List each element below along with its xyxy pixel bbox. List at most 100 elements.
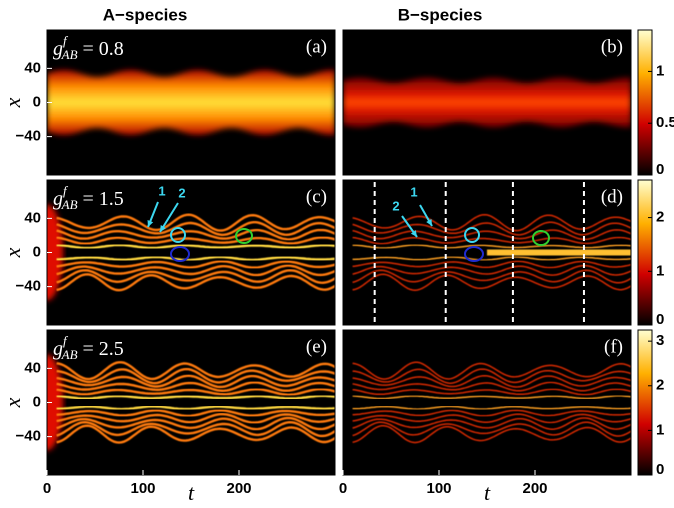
density-stripe: [352, 395, 631, 400]
annotation-sub: AB: [61, 47, 78, 62]
annotation-sub: AB: [61, 347, 78, 362]
annotation: gf AB = 2.5: [53, 333, 124, 362]
arrow-label: 2: [178, 185, 185, 200]
density-stripe: [352, 374, 631, 388]
y-tick-label: 0: [33, 243, 41, 260]
colorbar-tick-label: 2: [656, 209, 664, 226]
density-stripe: [56, 412, 335, 424]
colorbar-tick-label: 0: [656, 161, 664, 178]
colorbar-tick-label: 1: [656, 62, 664, 79]
x-tick-label: 0: [43, 480, 51, 497]
y-tick-label: −40: [16, 128, 41, 145]
density-stripe: [352, 264, 631, 276]
panel-label: (c): [306, 186, 327, 207]
arrow-head: [410, 230, 417, 237]
y-tick-label: 40: [24, 359, 41, 376]
x-axis-label: t: [188, 480, 195, 505]
density-stripe: [56, 367, 335, 385]
density-band: [343, 77, 631, 128]
density-stripe: [352, 244, 631, 249]
density-stripe: [56, 409, 335, 418]
density-stripe: [352, 421, 631, 437]
colorbar: [637, 29, 653, 176]
y-tick-label: 40: [24, 59, 41, 76]
heatmap: [47, 180, 335, 325]
density-stripe: [56, 374, 335, 389]
panel-label: (e): [306, 336, 327, 357]
density-stripe: [56, 381, 335, 393]
y-tick-label: 0: [33, 93, 41, 110]
density-stripe: [352, 260, 631, 269]
annotation-symbol: g: [53, 38, 63, 60]
density-stripe: [56, 255, 335, 262]
annotation: gf AB = 0.8: [53, 33, 124, 62]
heatmap: [47, 30, 335, 175]
colorbar: [637, 179, 653, 326]
panel-label: (b): [601, 36, 623, 57]
density-stripe: [352, 213, 631, 232]
density-stripe: [352, 368, 631, 384]
arrow-head: [147, 220, 154, 227]
heatmap: [343, 30, 631, 175]
y-axis-label: x: [0, 97, 25, 108]
heatmap: [47, 330, 335, 475]
highlight-circle: [464, 227, 480, 243]
density-stripe: [352, 424, 631, 444]
x-tick-label: 100: [130, 480, 155, 497]
density-band: [47, 70, 335, 135]
heatmap: [343, 330, 631, 475]
annotation-value: = 1.5: [78, 188, 124, 210]
annotation-symbol: g: [53, 338, 63, 360]
density-stripe: [352, 361, 631, 380]
density-stripe: [352, 388, 631, 396]
highlight-circle: [235, 228, 253, 244]
x-tick-label: 0: [339, 480, 347, 497]
density-stripe: [56, 416, 335, 431]
density-stripe: [56, 361, 335, 381]
colorbar-tick-label: 2: [656, 377, 664, 394]
annotation-value: = 2.5: [78, 338, 124, 360]
density-stripe: [352, 269, 631, 284]
density-stripe: [56, 260, 335, 269]
colorbar-tick-label: 0.5: [656, 114, 674, 131]
panel-label: (f): [604, 336, 623, 357]
density-stripe: [56, 387, 335, 397]
density-stripe: [352, 381, 631, 392]
density-stripe: [352, 256, 631, 261]
density-stripe: [352, 229, 631, 241]
annotation-sup: f: [63, 183, 69, 198]
colorbar-tick-label: 1: [656, 262, 664, 279]
highlight-circle: [532, 230, 550, 246]
density-stripe: [56, 243, 335, 250]
y-axis-label: x: [0, 247, 25, 258]
density-stripe: [56, 221, 335, 237]
highlight-circle: [170, 246, 190, 262]
y-tick-label: 40: [24, 209, 41, 226]
panel-frame: [342, 179, 632, 326]
x-axis-label: t: [484, 480, 491, 505]
density-stripe: [56, 228, 335, 241]
density-stripe: [352, 405, 631, 410]
annotation-sub: AB: [61, 197, 78, 212]
panel-frame: [342, 29, 632, 176]
density-stripe: [56, 264, 335, 277]
annotation-sup: f: [63, 333, 69, 348]
density-stripe: [56, 213, 335, 232]
annotation-value: = 0.8: [78, 38, 124, 60]
x-tick-label: 100: [426, 480, 451, 497]
arrow-label: 1: [158, 183, 165, 198]
column-title: B−species: [398, 5, 483, 24]
arrow-label: 2: [392, 198, 399, 213]
density-stripe: [352, 417, 631, 430]
y-axis-label: x: [0, 397, 25, 408]
density-stripe: [352, 409, 631, 417]
colorbar-tick-label: 0: [656, 311, 664, 328]
colorbar: [637, 329, 653, 476]
panel-label: (d): [601, 186, 623, 207]
density-stripe: [352, 273, 631, 291]
x-tick-label: 200: [226, 480, 251, 497]
panel-label: (a): [306, 36, 327, 57]
density-stripe: [56, 394, 335, 400]
density-core: [487, 249, 631, 256]
density-stripe: [56, 424, 335, 444]
